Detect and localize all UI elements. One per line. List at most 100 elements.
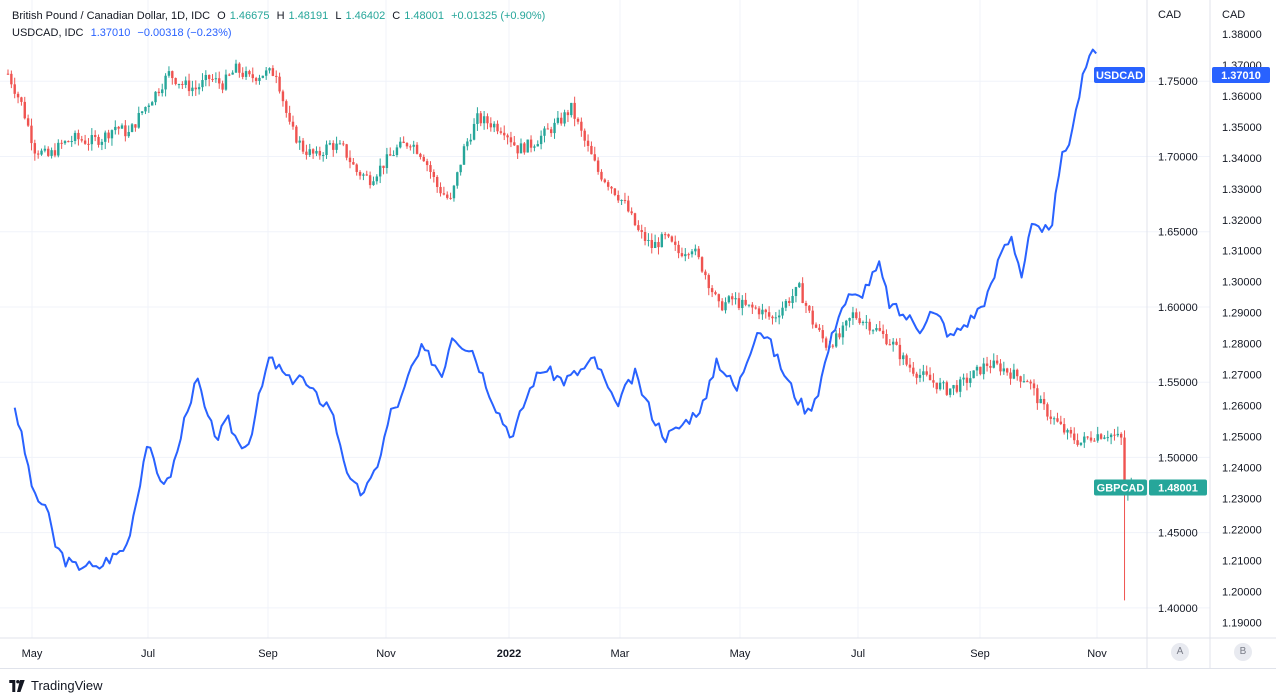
candle-body-108 (368, 175, 372, 186)
candle-body-176 (596, 160, 600, 172)
candle-body-175 (593, 154, 596, 161)
candle-body-235 (794, 287, 798, 297)
candle-body-99 (338, 143, 342, 145)
candle-body-123 (419, 153, 422, 158)
candle-body-204 (690, 251, 694, 255)
candle-body-215 (727, 296, 731, 303)
legend-compare: USDCAD, IDC 1.37010 −0.00318 (−0.23%) (12, 27, 236, 39)
candle-body-314 (1059, 421, 1063, 425)
candle-body-32 (114, 126, 117, 131)
candle-body-147 (499, 131, 503, 133)
candle-body-118 (402, 141, 405, 144)
axis-a-tick-7: 1.40000 (1158, 603, 1198, 615)
candle-body-287 (969, 378, 972, 383)
candle-body-67 (231, 72, 234, 75)
candle-body-266 (898, 344, 902, 360)
candle-body-52 (181, 83, 184, 85)
candle-body-84 (288, 112, 291, 122)
candle-body-159 (539, 135, 543, 145)
candle-body-54 (187, 80, 191, 92)
candle-body-173 (586, 140, 590, 146)
candle-body-178 (603, 179, 607, 183)
candle-body-114 (389, 154, 392, 156)
legend-main-symbol: British Pound / Canadian Dollar, 1D, IDC (12, 10, 211, 22)
candle-body-189 (640, 230, 643, 233)
candle-body-244 (824, 338, 828, 348)
candle-body-188 (637, 225, 640, 231)
candle-body-86 (295, 126, 298, 143)
time-axis[interactable]: May Jul Sep Nov 2022 Mar May Jul Sep Nov (0, 0, 1276, 668)
candle-body-125 (425, 161, 429, 166)
scale-button-a[interactable]: A (1171, 643, 1189, 661)
candle-body-264 (891, 341, 895, 345)
candle-body-43 (150, 102, 154, 106)
candle-body-116 (395, 147, 399, 156)
candle-body-95 (325, 144, 328, 155)
axis-b-tick-16: 1.22000 (1222, 525, 1262, 537)
price-axis-b[interactable]: 1.380001.370001.360001.350001.340001.330… (1222, 29, 1262, 630)
candle-body-142 (482, 116, 486, 124)
candle-body-19 (70, 140, 73, 143)
candle-body-104 (355, 164, 358, 172)
candle-body-212 (717, 294, 721, 302)
candle-body-111 (378, 165, 382, 177)
scale-button-b[interactable]: B (1234, 643, 1252, 661)
candle-body-236 (798, 283, 801, 288)
candle-body-133 (452, 185, 456, 199)
candle-body-270 (912, 367, 915, 374)
candle-body-154 (523, 143, 526, 153)
candle-body-332 (1119, 433, 1123, 438)
candle-body-253 (855, 312, 858, 319)
candle-body-165 (560, 117, 563, 124)
candle-body-251 (848, 318, 851, 321)
candle-body-190 (643, 232, 647, 241)
tradingview-logo[interactable]: TradingView (8, 678, 103, 693)
candle-body-202 (684, 254, 687, 257)
candle-body-153 (519, 143, 523, 154)
candle-body-315 (1062, 424, 1066, 433)
candle-body-126 (429, 165, 432, 173)
price-axis-a[interactable]: 1.75000 1.70000 1.65000 1.60000 1.55000 1.500… (1158, 76, 1198, 615)
candle-body-320 (1079, 442, 1083, 445)
candle-body-58 (201, 80, 204, 88)
candle-body-65 (224, 74, 228, 90)
axis-b-currency: CAD (1222, 9, 1246, 21)
candle-body-0 (6, 73, 10, 75)
chart-canvas[interactable]: 1.75000 1.70000 1.65000 1.60000 1.55000 1.500… (0, 0, 1276, 668)
candle-body-103 (352, 162, 355, 165)
candle-body-148 (503, 132, 506, 136)
candle-body-132 (449, 197, 452, 199)
candle-body-38 (134, 124, 137, 128)
candle-body-109 (372, 181, 375, 186)
candle-body-127 (432, 172, 436, 177)
candle-body-160 (543, 128, 546, 136)
candle-body-201 (680, 253, 684, 257)
candle-body-184 (623, 199, 627, 201)
candle-body-161 (546, 128, 550, 130)
candle-body-35 (124, 125, 127, 137)
candle-body-136 (462, 146, 466, 165)
candle-body-199 (674, 241, 677, 245)
candle-body-181 (613, 188, 617, 195)
candle-body-195 (660, 234, 664, 248)
candle-body-77 (264, 70, 268, 76)
candle-body-322 (1086, 436, 1089, 438)
candle-body-239 (808, 305, 811, 311)
candle-body-242 (818, 327, 821, 331)
candle-body-187 (633, 213, 637, 226)
grid-lines (0, 0, 1210, 638)
candle-body-196 (663, 234, 667, 236)
candle-body-24 (87, 143, 90, 145)
candle-body-168 (570, 102, 573, 116)
candle-body-40 (140, 111, 144, 113)
candle-body-62 (214, 78, 218, 80)
candle-body-186 (630, 211, 633, 214)
candle-body-193 (653, 242, 657, 249)
gbpcad-name-badge-bg (1094, 479, 1147, 496)
candle-body-298 (1005, 368, 1009, 373)
candle-body-90 (308, 149, 311, 155)
candle-body-263 (888, 344, 892, 346)
candle-body-131 (446, 194, 449, 198)
candle-body-197 (667, 234, 670, 237)
candle-body-149 (506, 135, 509, 138)
